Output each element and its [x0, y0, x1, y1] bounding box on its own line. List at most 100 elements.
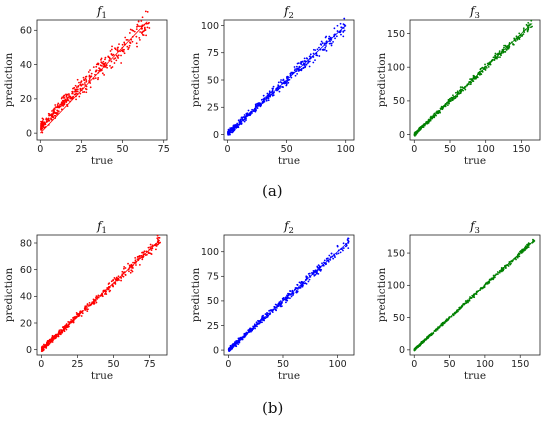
- data-point: [336, 24, 339, 27]
- y-tick-label: 50: [207, 75, 219, 86]
- data-point: [135, 42, 138, 45]
- data-point: [56, 104, 59, 106]
- data-point: [439, 111, 442, 114]
- data-point: [515, 35, 518, 38]
- data-point: [120, 62, 123, 64]
- data-point: [157, 238, 159, 241]
- data-point: [146, 26, 149, 29]
- data-point: [296, 283, 299, 286]
- data-point: [527, 242, 530, 245]
- data-point: [118, 43, 120, 46]
- x-tick-label: 75: [158, 144, 170, 155]
- data-point: [526, 25, 529, 27]
- data-point: [343, 24, 346, 26]
- fit-line: [417, 23, 533, 132]
- data-point: [143, 250, 146, 253]
- data-point: [229, 127, 232, 130]
- data-point: [303, 60, 306, 62]
- x-axis-label: true: [91, 155, 113, 167]
- data-point: [328, 42, 331, 45]
- data-point: [301, 285, 304, 288]
- data-point: [54, 106, 57, 108]
- data-point: [237, 119, 240, 122]
- data-point: [487, 65, 490, 68]
- panel-title: f2: [283, 219, 294, 236]
- data-point: [247, 109, 250, 112]
- data-point: [148, 21, 150, 24]
- data-point: [321, 48, 324, 51]
- data-point: [472, 80, 474, 83]
- data-point: [155, 248, 157, 251]
- data-point: [100, 58, 102, 61]
- y-tick-label: 0: [399, 130, 405, 141]
- data-point: [494, 52, 497, 55]
- data-point: [72, 321, 75, 324]
- y-tick-label: 40: [20, 60, 32, 71]
- data-point: [90, 72, 93, 75]
- fit-line: [230, 241, 349, 349]
- data-point: [109, 50, 112, 52]
- x-tick-label: 100: [477, 144, 495, 155]
- data-point: [343, 29, 346, 32]
- data-point: [56, 110, 59, 112]
- data-point: [79, 83, 82, 86]
- data-point: [95, 65, 98, 68]
- data-point: [156, 234, 159, 237]
- data-point: [280, 79, 282, 81]
- data-point: [114, 47, 116, 50]
- data-point: [284, 82, 287, 85]
- data-point: [141, 16, 144, 19]
- data-point: [121, 43, 124, 46]
- data-point: [292, 294, 294, 297]
- data-point: [266, 92, 269, 95]
- y-tick-label: 100: [387, 281, 405, 292]
- data-point: [271, 94, 274, 97]
- data-point: [109, 57, 111, 60]
- data-point: [140, 20, 143, 22]
- data-point: [521, 35, 523, 37]
- data-point: [294, 287, 297, 289]
- data-point: [274, 308, 277, 311]
- data-point: [333, 254, 336, 257]
- data-point: [95, 295, 98, 298]
- data-point: [106, 66, 109, 69]
- x-tick-label: 0: [37, 144, 43, 155]
- data-point: [86, 310, 89, 312]
- data-point: [41, 131, 44, 134]
- data-point: [485, 66, 488, 69]
- data-point: [320, 43, 323, 46]
- data-point: [117, 54, 120, 57]
- data-point: [58, 329, 61, 332]
- data-point: [75, 98, 77, 101]
- data-point: [229, 349, 232, 351]
- data-point: [305, 282, 308, 285]
- data-point: [110, 60, 113, 63]
- data-point: [138, 263, 141, 266]
- data-point: [126, 38, 129, 41]
- y-tick-label: 20: [20, 94, 32, 105]
- data-point: [300, 67, 303, 70]
- data-point: [144, 254, 147, 257]
- data-point: [87, 308, 89, 311]
- data-point: [330, 44, 333, 47]
- data-point: [133, 30, 136, 33]
- data-point: [158, 242, 160, 245]
- data-point: [108, 282, 111, 285]
- data-point: [512, 43, 515, 46]
- data-point: [101, 62, 104, 64]
- panel-b-f3: 0 50 100 150 0 50 100 150 true prediction f3: [376, 219, 541, 382]
- data-point: [333, 27, 336, 30]
- caption-a-text: (a): [262, 182, 283, 200]
- data-point: [509, 263, 512, 266]
- data-point: [464, 88, 467, 91]
- x-tick-label: 100: [476, 359, 494, 370]
- data-point: [498, 50, 501, 53]
- scatter-points: [227, 237, 350, 352]
- data-point: [54, 111, 57, 114]
- data-point: [246, 113, 249, 116]
- data-point: [50, 118, 53, 121]
- data-point: [265, 99, 268, 102]
- data-point: [334, 37, 336, 40]
- data-point: [290, 295, 293, 298]
- data-point: [340, 33, 342, 36]
